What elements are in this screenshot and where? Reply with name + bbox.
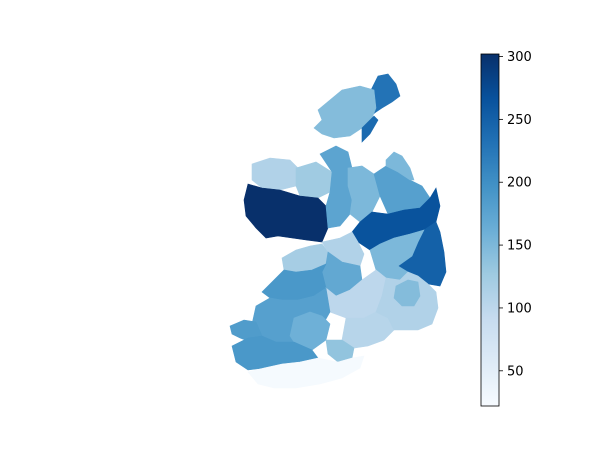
colorbar-tick-label: 150 (507, 239, 532, 254)
region-southeast-inland (393, 279, 421, 307)
region-west-mid-north (295, 161, 333, 199)
region-northeast-light (385, 151, 415, 181)
map-regions (229, 73, 447, 389)
region-west-large (243, 183, 329, 243)
colorbar-tick-label: 300 (507, 50, 532, 65)
colorbar-tick-label: 50 (507, 364, 524, 379)
colorbar-gradient (480, 53, 500, 407)
region-south-coast (247, 355, 365, 389)
region-far-west-upper (251, 157, 299, 191)
colorbar: 50 100 150 200 250 300 (480, 50, 532, 407)
colorbar-tick-label: 250 (507, 113, 532, 128)
region-north-east-coast (361, 115, 379, 143)
colorbar-ticks: 50 100 150 200 250 300 (499, 50, 532, 379)
colorbar-tick-label: 200 (507, 176, 532, 191)
colorbar-tick-label: 100 (507, 301, 532, 316)
region-northwest (313, 85, 377, 139)
